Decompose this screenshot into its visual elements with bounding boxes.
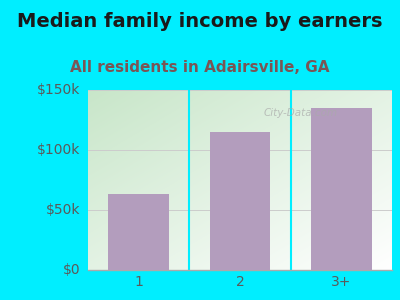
Text: Median family income by earners: Median family income by earners	[17, 12, 383, 31]
Text: $150k: $150k	[37, 83, 80, 97]
Text: All residents in Adairsville, GA: All residents in Adairsville, GA	[70, 60, 330, 75]
Text: $0: $0	[62, 263, 80, 277]
Text: $50k: $50k	[46, 203, 80, 217]
Text: $100k: $100k	[37, 143, 80, 157]
Bar	[311, 108, 372, 270]
Bar	[210, 132, 270, 270]
Text: City-Data.com: City-Data.com	[264, 108, 338, 118]
Bar	[108, 194, 169, 270]
